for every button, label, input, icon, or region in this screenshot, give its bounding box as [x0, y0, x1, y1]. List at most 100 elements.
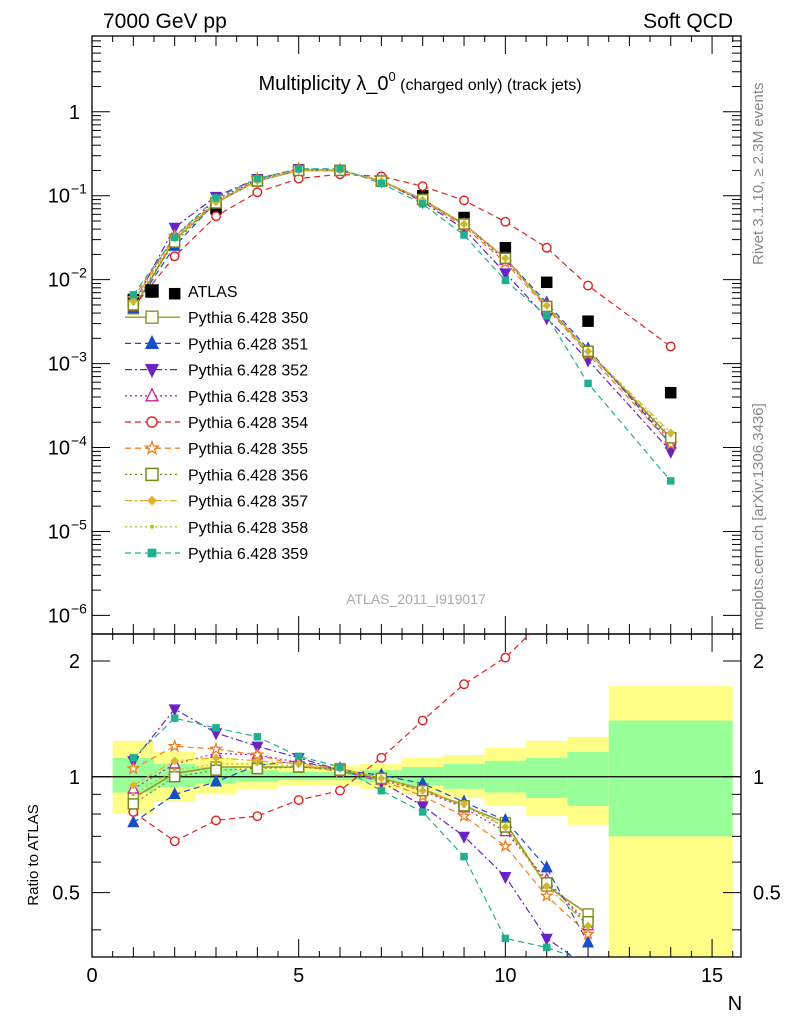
- data-point: [211, 211, 221, 222]
- data-point: [544, 304, 549, 309]
- ratio-point: [127, 798, 140, 810]
- ratio-point: [209, 774, 223, 787]
- ratio-point: [501, 934, 510, 943]
- data-point: [131, 301, 136, 306]
- data-point: [169, 251, 180, 262]
- legend-marker: [144, 363, 160, 379]
- axis-frames: [91, 35, 742, 958]
- ratio-point: [208, 741, 223, 756]
- ratio-point: [296, 763, 301, 768]
- data-point: [665, 341, 676, 352]
- legend-marker: [144, 334, 160, 350]
- ratio-point: [376, 752, 387, 763]
- data-point: [462, 222, 467, 227]
- ratio-y-tick-label-right: 0.5: [753, 883, 781, 905]
- ratio-point: [212, 724, 220, 732]
- legend-marker: [147, 495, 157, 506]
- y-tick-label: 10: [48, 354, 70, 376]
- ratio-point: [418, 808, 427, 816]
- ratio-point: [539, 888, 554, 902]
- legend-label: Pythia 6.428 359: [188, 546, 308, 563]
- legend-marker: [145, 284, 159, 298]
- header-right: Soft QCD: [643, 10, 733, 33]
- ratio-point: [456, 808, 472, 823]
- ratio-point: [126, 761, 141, 775]
- ratio-point: [131, 792, 136, 797]
- ratio-point: [377, 786, 386, 795]
- ratio-point: [251, 741, 264, 754]
- ratio-point: [336, 763, 344, 771]
- ratio-point: [169, 836, 180, 847]
- x-tick-label: 10: [494, 965, 516, 987]
- data-point: [586, 349, 591, 354]
- x-axis-label: N: [728, 993, 742, 1015]
- ratio-point: [211, 815, 221, 826]
- ratio-y-tick-label: 0.5: [52, 883, 80, 905]
- ratio-point: [172, 768, 177, 773]
- y-tick-label: 10: [48, 605, 70, 627]
- legend-label: Pythia 6.428 351: [188, 336, 308, 353]
- ratio-point: [503, 825, 508, 830]
- ratio-markers: [126, 589, 596, 973]
- ratio-point: [583, 963, 593, 973]
- data-point: [168, 287, 181, 300]
- data-point: [460, 231, 468, 239]
- ratio-point: [168, 786, 181, 800]
- y-tick-label: 10: [48, 270, 70, 292]
- ratio-point: [210, 764, 222, 776]
- data-point: [294, 164, 303, 173]
- band-inner: [567, 751, 609, 806]
- data-point: [540, 276, 553, 289]
- ratio-y-tick-label: 1: [69, 767, 80, 789]
- data-point: [503, 256, 508, 261]
- legend-label: ATLAS: [188, 284, 238, 301]
- legend-marker: [144, 387, 160, 402]
- ratio-point: [211, 753, 221, 763]
- ratio-line: [132, 717, 576, 957]
- ratio-point: [170, 756, 179, 766]
- data-point: [666, 477, 675, 485]
- ratio-point: [214, 761, 219, 766]
- data-point: [501, 276, 510, 285]
- ratio-line: [133, 745, 589, 935]
- data-point: [170, 233, 179, 242]
- ratio-point: [580, 926, 596, 941]
- ratio-point: [168, 771, 181, 783]
- legend-label: Pythia 6.428 350: [188, 310, 308, 327]
- y-tick-exponent: −5: [71, 516, 87, 532]
- ratio-point: [498, 838, 513, 853]
- analysis-id: ATLAS_2011_I919017: [346, 591, 486, 607]
- ratio-point: [416, 801, 429, 814]
- ratio-point: [379, 776, 384, 781]
- ratio-point: [294, 752, 303, 761]
- y-tick-label: 10: [48, 438, 70, 460]
- data-point: [582, 315, 594, 327]
- ratio-point: [540, 860, 553, 873]
- data-point: [499, 268, 512, 281]
- uncertainty-bands: [92, 686, 741, 957]
- ratio-point: [584, 589, 593, 598]
- ratio-point: [417, 715, 428, 726]
- legend-marker: [146, 416, 158, 428]
- ratio-point: [542, 613, 551, 622]
- ratio-y-tick-label-right: 2: [753, 651, 764, 673]
- ratio-point: [170, 714, 179, 722]
- ratio-point: [500, 652, 511, 663]
- data-point: [664, 446, 677, 459]
- ratio-point: [499, 871, 512, 885]
- ratio-point: [129, 754, 138, 762]
- chart-title-main: Multiplicity λ_0: [258, 73, 388, 95]
- ratio-point: [586, 923, 591, 928]
- data-point: [418, 200, 427, 208]
- y-tick-label: 1: [69, 102, 80, 124]
- legend: ATLAS Pythia 6.428 350 Pythia 6.428 351 Pyt…: [125, 284, 308, 563]
- ratio-lines: [132, 634, 589, 957]
- x-tick-label: 0: [86, 965, 97, 987]
- ratio-point: [420, 786, 425, 791]
- mcplots-label: mcplots.cern.ch [arXiv:1306.3436]: [750, 403, 767, 630]
- legend-marker: [145, 310, 159, 324]
- ratio-point: [460, 852, 468, 861]
- legend-label: Pythia 6.428 355: [188, 441, 308, 458]
